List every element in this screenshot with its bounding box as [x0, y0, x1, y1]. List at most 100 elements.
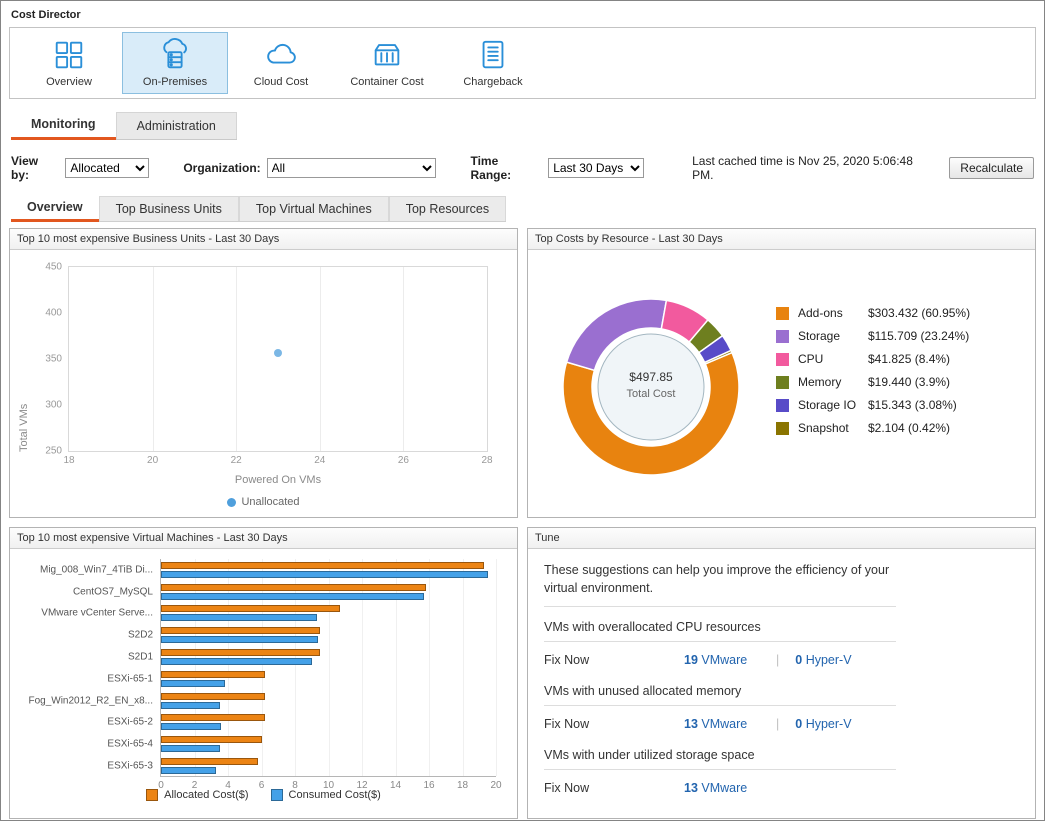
legend-label: Unallocated	[241, 496, 299, 508]
view-by-select[interactable]: Allocated	[65, 158, 149, 178]
legend-label: Storage	[798, 329, 868, 343]
consumed-cost-bar[interactable]	[161, 745, 220, 752]
view-by-label: View by:	[11, 154, 59, 182]
recalculate-button[interactable]: Recalculate	[949, 157, 1034, 179]
toolbar-item-overview[interactable]: Overview	[16, 32, 122, 94]
panel-top-business-units: Top 10 most expensive Business Units - L…	[9, 228, 518, 518]
allocated-cost-bar[interactable]	[161, 627, 320, 634]
subtab-overview[interactable]: Overview	[11, 195, 99, 222]
scatter-legend: Unallocated	[10, 496, 517, 508]
y-tick-label: 400	[45, 308, 62, 319]
overview-grid-icon	[52, 38, 86, 72]
allocated-cost-bar[interactable]	[161, 671, 265, 678]
virtual-machines-chart: 02468101214161820Mig_008_Win7_4TiB Di...…	[10, 549, 517, 818]
toolbar-item-chargeback[interactable]: Chargeback	[440, 32, 546, 94]
separator: |	[776, 653, 779, 667]
legend-label: Consumed Cost($)	[289, 789, 381, 801]
gridline	[236, 267, 237, 451]
toolbar-item-cloud-cost[interactable]: Cloud Cost	[228, 32, 334, 94]
tab-monitoring[interactable]: Monitoring	[11, 111, 116, 140]
legend-swatch	[776, 376, 789, 389]
donut-chart	[556, 292, 746, 482]
toolbar-item-on-premises[interactable]: On-Premises	[122, 32, 228, 94]
legend-swatch	[146, 789, 158, 801]
last-cached-text: Last cached time is Nov 25, 2020 5:06:48…	[692, 154, 937, 182]
consumed-cost-bar[interactable]	[161, 593, 424, 600]
allocated-cost-bar[interactable]	[161, 649, 320, 656]
fix-now-link[interactable]: Fix Now	[544, 781, 684, 795]
consumed-cost-bar[interactable]	[161, 614, 317, 621]
consumed-cost-bar[interactable]	[161, 636, 318, 643]
tab-administration[interactable]: Administration	[116, 112, 237, 139]
legend-swatch	[776, 330, 789, 343]
subtab-top-business-units[interactable]: Top Business Units	[99, 196, 239, 221]
x-tick-label: 26	[398, 455, 409, 466]
legend-value: $2.104 (0.42%)	[868, 421, 950, 435]
legend-item: Snapshot $2.104 (0.42%)	[776, 421, 970, 435]
consumed-cost-bar[interactable]	[161, 723, 221, 730]
y-tick-label: 250	[45, 446, 62, 457]
toolbar-item-container-cost[interactable]: Container Cost	[334, 32, 440, 94]
sub-tabs: Overview Top Business Units Top Virtual …	[11, 195, 506, 222]
legend-marker	[227, 498, 236, 507]
allocated-cost-bar[interactable]	[161, 562, 484, 569]
fix-now-link[interactable]: Fix Now	[544, 653, 684, 667]
legend-item: Consumed Cost($)	[271, 789, 381, 801]
panel-title: Top 10 most expensive Business Units - L…	[10, 229, 517, 250]
organization-select[interactable]: All	[267, 158, 437, 178]
time-range-select[interactable]: Last 30 Days	[548, 158, 644, 178]
consumed-cost-bar[interactable]	[161, 571, 488, 578]
consumed-cost-bar[interactable]	[161, 767, 216, 774]
fix-now-link[interactable]: Fix Now	[544, 717, 684, 731]
page-title: Cost Director	[1, 1, 1044, 27]
legend-label: Storage IO	[798, 398, 868, 412]
allocated-cost-bar[interactable]	[161, 714, 265, 721]
panel-title: Top 10 most expensive Virtual Machines -…	[10, 528, 517, 549]
bar-group: CentOS7_MySQL	[161, 581, 496, 603]
allocated-cost-bar[interactable]	[161, 693, 265, 700]
allocated-cost-bar[interactable]	[161, 605, 340, 612]
allocated-cost-bar[interactable]	[161, 584, 426, 591]
consumed-cost-bar[interactable]	[161, 658, 312, 665]
legend-swatch	[271, 789, 283, 801]
allocated-cost-bar[interactable]	[161, 736, 262, 743]
legend-value: $115.709 (23.24%)	[868, 329, 969, 343]
bar-category-label: CentOS7_MySQL	[73, 586, 153, 597]
panel-title: Top Costs by Resource - Last 30 Days	[528, 229, 1035, 250]
gridline	[153, 267, 154, 451]
toolbar-item-label: Overview	[46, 76, 92, 88]
tune-suggestions: These suggestions can help you improve t…	[528, 549, 1035, 818]
legend-swatch	[776, 422, 789, 435]
hyperv-count-link[interactable]: 0 Hyper-V	[795, 653, 851, 667]
bar-category-label: ESXi-65-2	[107, 717, 153, 728]
y-tick-label: 350	[45, 354, 62, 365]
legend-item: Memory $19.440 (3.9%)	[776, 375, 970, 389]
legend-value: $15.343 (3.08%)	[868, 398, 957, 412]
resource-cost-chart: $497.85 Total Cost Add-ons $303.432 (60.…	[528, 250, 1035, 517]
organization-label: Organization:	[183, 161, 260, 175]
bar-group: ESXi-65-3	[161, 755, 496, 777]
consumed-cost-bar[interactable]	[161, 702, 220, 709]
vmware-count-link[interactable]: 13 VMware	[684, 781, 747, 795]
subtab-top-resources[interactable]: Top Resources	[389, 196, 506, 221]
consumed-cost-bar[interactable]	[161, 680, 225, 687]
subtab-top-virtual-machines[interactable]: Top Virtual Machines	[239, 196, 389, 221]
bar-group: Mig_008_Win7_4TiB Di...	[161, 559, 496, 581]
x-tick-label: 24	[314, 455, 325, 466]
x-tick-label: 28	[481, 455, 492, 466]
hyperv-count-link[interactable]: 0 Hyper-V	[795, 717, 851, 731]
dashboard-grid: Top 10 most expensive Business Units - L…	[9, 228, 1036, 819]
vmware-count-link[interactable]: 13 VMware	[684, 717, 747, 731]
toolbar-item-label: Chargeback	[463, 76, 522, 88]
legend-item: Add-ons $303.432 (60.95%)	[776, 306, 970, 320]
scatter-point[interactable]	[274, 349, 282, 357]
allocated-cost-bar[interactable]	[161, 758, 258, 765]
bar-group: ESXi-65-1	[161, 668, 496, 690]
on-premises-server-cloud-icon	[158, 38, 192, 72]
container-cost-icon	[370, 38, 404, 72]
legend-label: Add-ons	[798, 306, 868, 320]
x-tick-label: 20	[147, 455, 158, 466]
legend-item: Storage $115.709 (23.24%)	[776, 329, 970, 343]
vmware-count-link[interactable]: 19 VMware	[684, 653, 747, 667]
y-axis-title: Total VMs	[18, 266, 30, 452]
